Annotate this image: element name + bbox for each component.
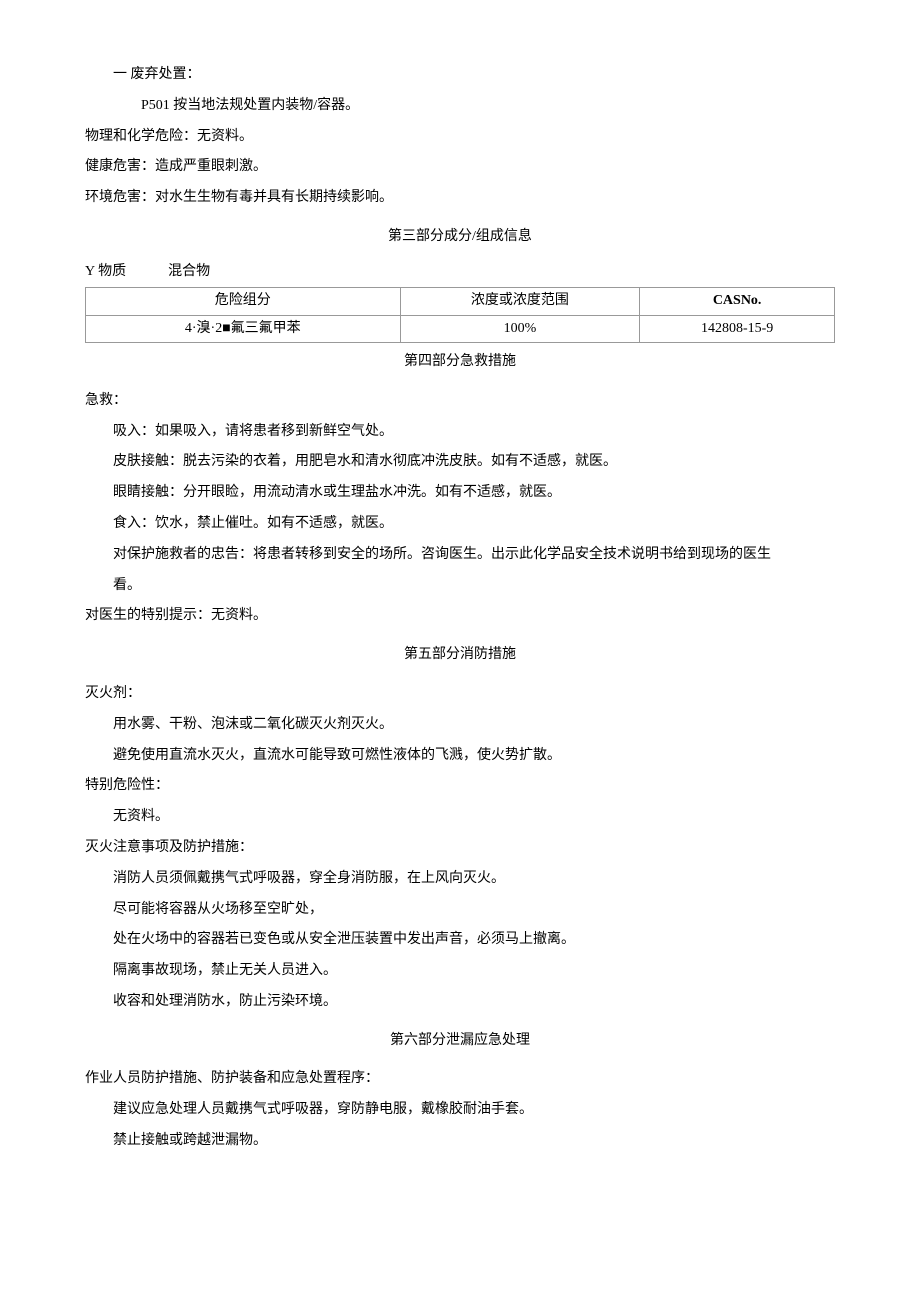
cell-cas: 142808-15-9 (640, 315, 835, 342)
fire-note-item: 消防人员须佩戴携气式呼吸器，穿全身消防服，在上风向灭火。 (85, 864, 835, 895)
extinguisher-label: 灭火剂： (85, 679, 835, 710)
extinguisher-item: 用水雾、干粉、泡沫或二氧化碳灭火剂灭火。 (85, 710, 835, 741)
section3-preline: Y 物质 混合物 (85, 261, 835, 283)
table-header-row: 危险组分 浓度或浓度范围 CASNo. (86, 288, 835, 315)
special-hazard-label: 特别危险性： (85, 771, 835, 802)
doctor-note: 对医生的特别提示：无资料。 (85, 601, 835, 632)
cell-component: 4·溴·2■氟三氟甲苯 (86, 315, 401, 342)
composition-table: 危险组分 浓度或浓度范围 CASNo. 4·溴·2■氟三氟甲苯 100% 142… (85, 287, 835, 343)
first-aid-item: 吸入：如果吸入，请将患者移到新鲜空气处。 (85, 417, 835, 448)
env-hazard: 环境危害：对水生生物有毒并具有长期持续影响。 (85, 183, 835, 214)
disposal-heading: 一 废弃处置： (85, 60, 835, 91)
first-aid-item: 对保护施救者的忠告：将患者转移到安全的场所。咨询医生。出示此化学品安全技术说明书… (85, 540, 835, 571)
spill-label: 作业人员防护措施、防护装备和应急处置程序： (85, 1064, 835, 1095)
spill-item: 禁止接触或跨越泄漏物。 (85, 1126, 835, 1157)
health-hazard: 健康危害：造成严重眼刺激。 (85, 152, 835, 183)
first-aid-item: 食入：饮水，禁止催吐。如有不适感，就医。 (85, 509, 835, 540)
fire-note-item: 收容和处理消防水，防止污染环境。 (85, 987, 835, 1018)
special-hazard-item: 无资料。 (85, 802, 835, 833)
section6-heading: 第六部分泄漏应急处理 (85, 1026, 835, 1057)
extinguisher-item: 避免使用直流水灭火，直流水可能导致可燃性液体的飞溅，使火势扩散。 (85, 741, 835, 772)
spill-item: 建议应急处理人员戴携气式呼吸器，穿防静电服，戴橡胶耐油手套。 (85, 1095, 835, 1126)
col-header-component: 危险组分 (86, 288, 401, 315)
section3-heading: 第三部分成分/组成信息 (85, 222, 835, 253)
fire-note-item: 处在火场中的容器若已变色或从安全泄压装置中发出声音，必须马上撤离。 (85, 925, 835, 956)
cell-concentration: 100% (400, 315, 640, 342)
col-header-concentration: 浓度或浓度范围 (400, 288, 640, 315)
col-header-cas: CASNo. (640, 288, 835, 315)
phys-chem-hazard: 物理和化学危险：无资料。 (85, 122, 835, 153)
fire-note-label: 灭火注意事项及防护措施： (85, 833, 835, 864)
fire-note-item: 尽可能将容器从火场移至空旷处， (85, 895, 835, 926)
table-row: 4·溴·2■氟三氟甲苯 100% 142808-15-9 (86, 315, 835, 342)
fire-note-item: 隔离事故现场，禁止无关人员进入。 (85, 956, 835, 987)
first-aid-item: 眼睛接触：分开眼睑，用流动清水或生理盐水冲洗。如有不适感，就医。 (85, 478, 835, 509)
first-aid-item: 皮肤接触：脱去污染的衣着，用肥皂水和清水彻底冲洗皮肤。如有不适感，就医。 (85, 447, 835, 478)
first-aid-item: 看。 (85, 571, 835, 602)
disposal-item: P501 按当地法规处置内装物/容器。 (85, 91, 835, 122)
first-aid-label: 急救： (85, 386, 835, 417)
section5-heading: 第五部分消防措施 (85, 640, 835, 671)
section4-heading: 第四部分急救措施 (85, 347, 835, 378)
